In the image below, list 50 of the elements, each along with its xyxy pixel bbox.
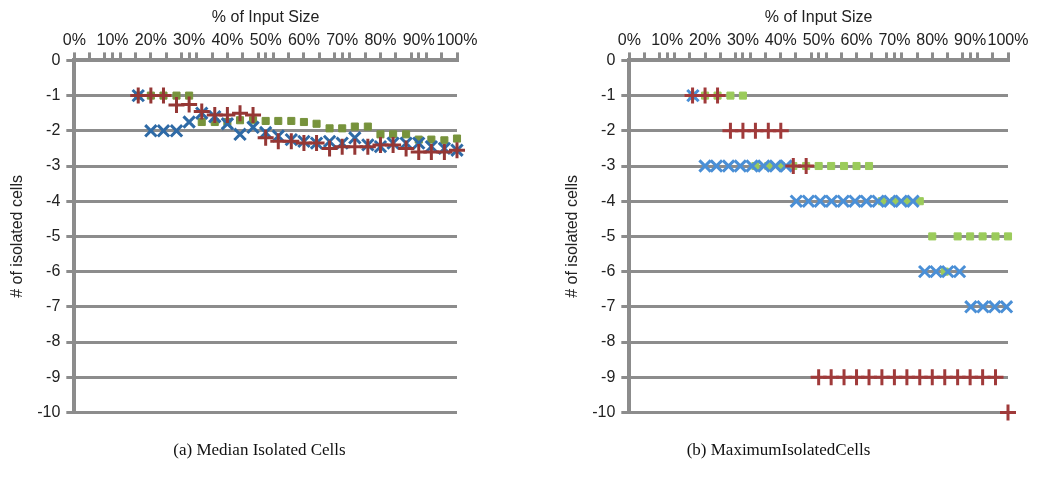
- y-tick-label: -10: [592, 402, 616, 420]
- x-tick-label: 20%: [689, 31, 722, 49]
- x-axis-title: % of Input Size: [211, 8, 320, 26]
- y-tick-label: -1: [601, 86, 616, 104]
- x-tick-label: 70%: [326, 31, 359, 49]
- x-tick-label: 50%: [249, 31, 282, 49]
- y-tick-label: -6: [46, 262, 61, 280]
- y-tick-label: -9: [46, 367, 61, 385]
- y-tick-label: -3: [46, 156, 61, 174]
- x-tick-label: 100%: [436, 31, 478, 49]
- y-tick-label: -5: [601, 226, 616, 244]
- y-tick-label: -3: [601, 156, 616, 174]
- x-tick-label: 30%: [173, 31, 206, 49]
- x-tick-label: 60%: [840, 31, 873, 49]
- x-tick-label: 40%: [764, 31, 797, 49]
- x-tick-label: 30%: [726, 31, 759, 49]
- x-axis-title: % of Input Size: [764, 8, 873, 26]
- x-tick-label: 70%: [878, 31, 911, 49]
- x-tick-label: 100%: [987, 31, 1029, 49]
- y-tick-label: -7: [46, 297, 61, 315]
- text: (a) Median Isolated Cells: [172, 440, 347, 460]
- x-tick-label: 80%: [916, 31, 949, 49]
- y-tick-label: -10: [37, 402, 61, 420]
- y-axis-title: # of isolated cells: [563, 175, 581, 298]
- y-tick-label: 0: [51, 50, 61, 68]
- x-tick-label: 40%: [211, 31, 244, 49]
- x-tick-label: 80%: [364, 31, 397, 49]
- x-tick-label: 50%: [802, 31, 835, 49]
- x-tick-label: 20%: [134, 31, 167, 49]
- y-axis-title: # of isolated cells: [8, 175, 26, 298]
- x-tick-label: 60%: [287, 31, 320, 49]
- y-tick-label: -6: [601, 262, 616, 280]
- x-tick-label: 10%: [651, 31, 684, 49]
- x-tick-label: 0%: [62, 31, 86, 49]
- y-tick-label: -4: [46, 191, 61, 209]
- y-tick-label: -8: [601, 332, 616, 350]
- y-tick-label: 0: [606, 50, 616, 68]
- x-tick-label: 0%: [617, 31, 641, 49]
- y-tick-label: -2: [46, 121, 61, 139]
- x-tick-label: 90%: [954, 31, 987, 49]
- y-tick-label: -5: [46, 226, 61, 244]
- y-tick-label: -2: [601, 121, 616, 139]
- text: (b) MaximumIsolatedCells: [685, 440, 872, 460]
- x-tick-label: 90%: [402, 31, 435, 49]
- y-tick-label: -4: [601, 191, 616, 209]
- y-tick-label: -8: [46, 332, 61, 350]
- x-tick-label: 10%: [96, 31, 129, 49]
- y-tick-label: -7: [601, 297, 616, 315]
- y-tick-label: -9: [601, 367, 616, 385]
- y-tick-label: -1: [46, 86, 61, 104]
